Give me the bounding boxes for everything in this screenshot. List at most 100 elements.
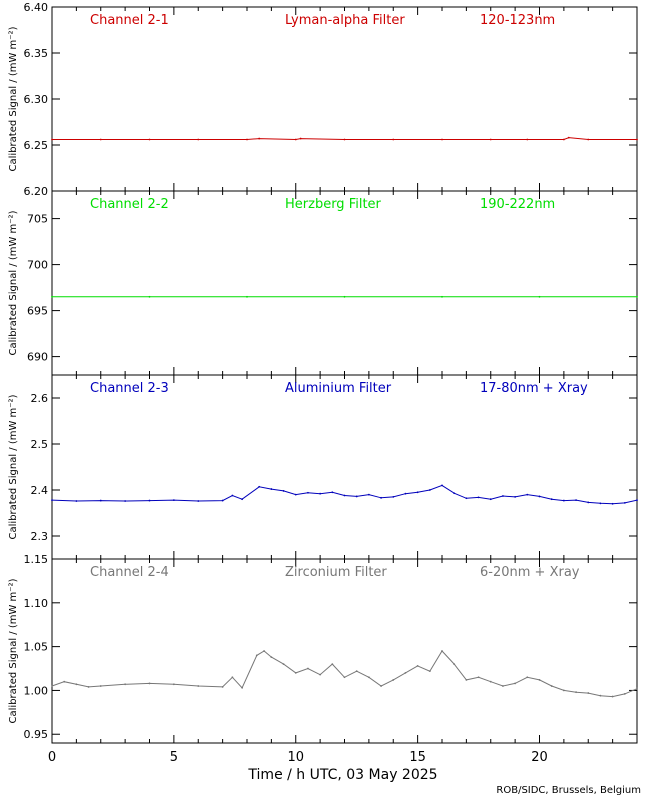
signal-point xyxy=(124,500,127,502)
signal-point xyxy=(221,686,224,688)
signal-point xyxy=(526,138,529,141)
signal-point xyxy=(75,683,78,686)
signal-point xyxy=(392,496,395,498)
signal-point xyxy=(465,679,468,681)
y-tick-label: 1.00 xyxy=(24,684,49,697)
panel-channel-2-2: 690 695 700 705 Calibrated Signal / (mW m⁻²)… xyxy=(8,190,638,376)
signal-point xyxy=(75,500,78,502)
signal-point xyxy=(611,502,614,505)
signal-point xyxy=(380,496,382,499)
signal-point xyxy=(477,676,480,679)
signal-point xyxy=(294,493,297,496)
signal-point xyxy=(575,691,577,694)
y-tick-label: 2.6 xyxy=(31,392,49,405)
signal-point xyxy=(404,672,407,674)
signal-point xyxy=(148,682,151,685)
y-axis-label: Calibrated Signal / (mW m⁻²) xyxy=(8,26,19,171)
signal-point xyxy=(51,499,53,502)
signal-point xyxy=(453,663,456,666)
filter-name: Herzberg Filter xyxy=(285,197,382,212)
signal-point xyxy=(99,138,102,141)
y-tick-label: 6.35 xyxy=(24,47,49,60)
signal-point xyxy=(319,492,322,495)
signal-point xyxy=(562,689,565,692)
signal-point xyxy=(587,692,590,694)
signal-point xyxy=(355,495,358,498)
signal-point xyxy=(221,499,224,502)
y-tick-label: 0.95 xyxy=(24,728,49,741)
signal-point xyxy=(575,499,577,502)
time-axis: 0 5 10 15 20 xyxy=(48,750,548,765)
signal-point xyxy=(307,491,309,494)
x-tick-label: 5 xyxy=(170,750,178,765)
y-tick-label: 705 xyxy=(27,213,48,226)
y-axis-label: Calibrated Signal / (mW m⁻²) xyxy=(8,210,19,355)
signal-point xyxy=(550,498,553,501)
signal-point xyxy=(355,670,358,673)
wavelength-band: 6-20nm + Xray xyxy=(480,565,580,580)
signal-point xyxy=(51,295,53,298)
signal-point xyxy=(441,484,443,487)
signal-point xyxy=(550,685,553,687)
signal-point xyxy=(538,295,541,298)
signal-point xyxy=(514,682,517,685)
signal-point xyxy=(367,493,370,496)
signal-point xyxy=(453,492,456,495)
wavelength-band: 190-222nm xyxy=(480,197,555,212)
y-tick-label: 690 xyxy=(27,351,48,364)
signal-point xyxy=(489,498,492,501)
channel-name: Channel 2-2 xyxy=(90,197,169,212)
signal-point xyxy=(172,683,175,686)
wavelength-band: 17-80nm + Xray xyxy=(480,381,588,396)
y-tick-label: 700 xyxy=(27,259,48,272)
wavelength-band: 120-123nm xyxy=(480,13,555,28)
signal-point xyxy=(148,499,151,502)
signal-point xyxy=(416,664,419,667)
signal-point xyxy=(562,138,565,141)
x-tick-label: 15 xyxy=(409,750,426,765)
signal-point xyxy=(241,686,244,689)
y-tick-label: 2.4 xyxy=(31,484,49,497)
signal-point xyxy=(299,137,302,140)
signal-point xyxy=(489,680,492,683)
signal-point xyxy=(331,491,334,494)
signal-point xyxy=(246,295,248,298)
signal-point xyxy=(367,676,370,679)
signal-point xyxy=(343,295,346,298)
signal-point xyxy=(51,685,53,687)
y-tick-label: 2.3 xyxy=(31,530,49,543)
signal-point xyxy=(87,686,90,688)
channel-panels: 6.20 6.25 6.30 6.35 6.40 Calibrated Signal / … xyxy=(8,1,638,744)
signal-point xyxy=(428,670,431,673)
signal-point xyxy=(404,492,407,495)
signal-series-line xyxy=(51,650,638,698)
signal-point xyxy=(392,679,395,681)
signal-point xyxy=(282,663,285,666)
signal-point xyxy=(636,687,638,690)
signal-point xyxy=(197,500,200,502)
signal-point xyxy=(294,672,297,674)
signal-point xyxy=(307,667,309,670)
signal-point xyxy=(51,138,53,141)
y-tick-label: 2.5 xyxy=(31,438,49,451)
panel-frame xyxy=(51,6,638,192)
signal-point xyxy=(63,680,66,683)
signal-point xyxy=(270,656,273,659)
x-tick-label: 10 xyxy=(287,750,304,765)
y-tick-label: 1.05 xyxy=(24,641,49,654)
signal-point xyxy=(599,502,602,505)
signal-point xyxy=(241,498,244,501)
signal-point xyxy=(319,673,322,676)
signal-point xyxy=(197,685,200,687)
signal-point xyxy=(124,683,127,686)
signal-point xyxy=(538,495,541,498)
signal-point xyxy=(343,138,346,141)
signal-point xyxy=(538,679,541,681)
y-axis-label: Calibrated Signal / (mW m⁻²) xyxy=(8,578,19,723)
signal-point xyxy=(148,295,151,298)
panel-frame xyxy=(51,190,638,376)
channel-name: Channel 2-1 xyxy=(90,13,169,28)
signal-point xyxy=(270,488,273,490)
y-tick-label: 6.20 xyxy=(24,185,49,198)
